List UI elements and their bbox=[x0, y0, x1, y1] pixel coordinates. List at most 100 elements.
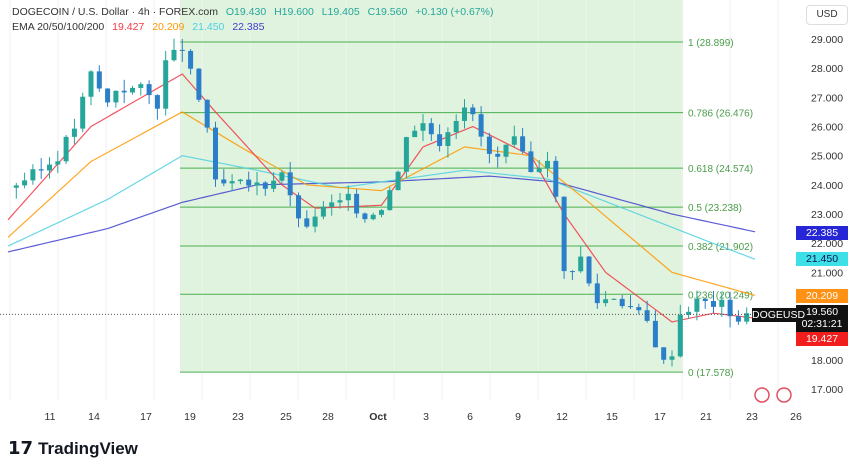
candle-body bbox=[262, 182, 268, 189]
candle-body bbox=[711, 301, 716, 307]
candle-body bbox=[254, 182, 260, 186]
candle-body bbox=[96, 71, 102, 89]
y-tick-label: 26.000 bbox=[811, 122, 843, 134]
bar-countdown: 02:31:21 bbox=[801, 318, 843, 330]
candle-body bbox=[47, 164, 52, 171]
fib-label: 0.236 (20.249) bbox=[688, 290, 753, 301]
candle-body bbox=[719, 299, 725, 307]
x-tick-label: 14 bbox=[88, 411, 100, 423]
candle-body bbox=[561, 196, 567, 272]
currency-button[interactable]: USD bbox=[806, 5, 848, 25]
candle-body bbox=[237, 179, 243, 182]
candle-body bbox=[420, 123, 426, 131]
candle-body bbox=[154, 95, 160, 109]
y-tick-label: 24.000 bbox=[811, 180, 843, 192]
candle-body bbox=[246, 179, 252, 186]
candle-body bbox=[320, 206, 326, 217]
x-tick-label: 9 bbox=[515, 411, 521, 423]
candle-body bbox=[661, 347, 667, 360]
candle-body bbox=[536, 168, 542, 173]
candle-body bbox=[38, 169, 44, 171]
ema50-line bbox=[7, 111, 756, 296]
candle-body bbox=[221, 179, 227, 184]
x-tick-label: 28 bbox=[322, 411, 334, 423]
candle-body bbox=[113, 90, 119, 103]
brand-name: TradingView bbox=[38, 438, 138, 458]
ema50-tag: 20.209 bbox=[796, 289, 848, 303]
candle-body bbox=[545, 160, 550, 169]
candle-body bbox=[362, 213, 368, 220]
candle-body bbox=[163, 60, 169, 109]
fib-label: 0.5 (23.238) bbox=[688, 203, 742, 214]
event-flag-icon bbox=[776, 387, 792, 403]
candle-body bbox=[686, 311, 692, 315]
candle-body bbox=[445, 132, 451, 146]
candle-body bbox=[412, 130, 418, 138]
y-tick-label: 29.000 bbox=[811, 34, 843, 46]
y-tick-label: 25.000 bbox=[811, 151, 843, 163]
x-tick-label: 17 bbox=[654, 411, 666, 423]
candle-body bbox=[594, 283, 600, 304]
candle-body bbox=[495, 153, 501, 157]
candle-body bbox=[63, 136, 69, 162]
x-tick-label: 17 bbox=[140, 411, 152, 423]
candle-body bbox=[437, 134, 443, 146]
y-tick-label: 28.000 bbox=[811, 63, 843, 75]
candle-body bbox=[105, 88, 111, 103]
candle-body bbox=[354, 193, 360, 214]
candle-body bbox=[312, 216, 318, 227]
candle-body bbox=[619, 298, 625, 307]
candle-body bbox=[486, 136, 492, 154]
ohlc-low: L19.405 bbox=[321, 6, 360, 18]
ohlc-open: O19.430 bbox=[225, 6, 267, 18]
candle-body bbox=[603, 299, 609, 304]
candle-body bbox=[628, 306, 633, 308]
candle-body bbox=[213, 127, 218, 180]
candle-body bbox=[22, 180, 28, 186]
candle-body bbox=[694, 298, 700, 312]
candle-body bbox=[196, 68, 202, 100]
candle-body bbox=[179, 49, 185, 51]
candle-body bbox=[287, 172, 293, 196]
price-chart[interactable]: 1 (28.899) 0.786 (26.476) 0.618 (24.574) 0.… bbox=[0, 0, 860, 430]
candle-body bbox=[229, 181, 235, 184]
fib-label: 1 (28.899) bbox=[688, 38, 734, 49]
fib-zone bbox=[180, 0, 683, 372]
x-tick-label: 25 bbox=[280, 411, 292, 423]
x-tick-label: 21 bbox=[700, 411, 712, 423]
candle-body bbox=[370, 214, 376, 220]
event-flag-icon bbox=[754, 387, 770, 403]
candle-body bbox=[279, 172, 285, 181]
x-tick-label: 19 bbox=[184, 411, 196, 423]
candle-body bbox=[636, 307, 642, 311]
x-tick-label: 12 bbox=[556, 411, 568, 423]
ema50-value: 20.209 bbox=[152, 21, 185, 33]
candle-body bbox=[644, 310, 650, 321]
fib-label: 0.382 (21.902) bbox=[688, 242, 753, 253]
candle-body bbox=[80, 96, 86, 129]
price-value: 19.560 bbox=[805, 306, 839, 318]
x-tick-label: 23 bbox=[746, 411, 758, 423]
candle-body bbox=[702, 298, 708, 302]
y-tick-label: 22.000 bbox=[811, 238, 843, 250]
fib-label: 0 (17.578) bbox=[688, 368, 734, 379]
x-tick-label: 23 bbox=[232, 411, 244, 423]
candle-body bbox=[121, 90, 127, 93]
x-tick-label: 6 bbox=[467, 411, 473, 423]
tradingview-logo[interactable]: 𝟭𝟳 TradingView bbox=[8, 438, 138, 459]
ema100-value: 21.450 bbox=[192, 21, 225, 33]
candle-body bbox=[30, 169, 36, 181]
y-tick-label: 27.000 bbox=[811, 92, 843, 104]
ohlc-high: H19.600 bbox=[274, 6, 314, 18]
candle-body bbox=[403, 137, 409, 172]
candle-body bbox=[428, 123, 434, 135]
candle-body bbox=[395, 171, 401, 191]
symbol-tag: DOGEUSD bbox=[752, 308, 806, 322]
ema100-tag: 21.450 bbox=[796, 252, 848, 266]
candle-body bbox=[304, 218, 310, 227]
candle-body bbox=[578, 256, 584, 272]
candle-body bbox=[727, 299, 733, 317]
y-tick-label: 21.000 bbox=[811, 267, 843, 279]
candle-body bbox=[586, 256, 592, 284]
candle-body bbox=[345, 193, 351, 201]
